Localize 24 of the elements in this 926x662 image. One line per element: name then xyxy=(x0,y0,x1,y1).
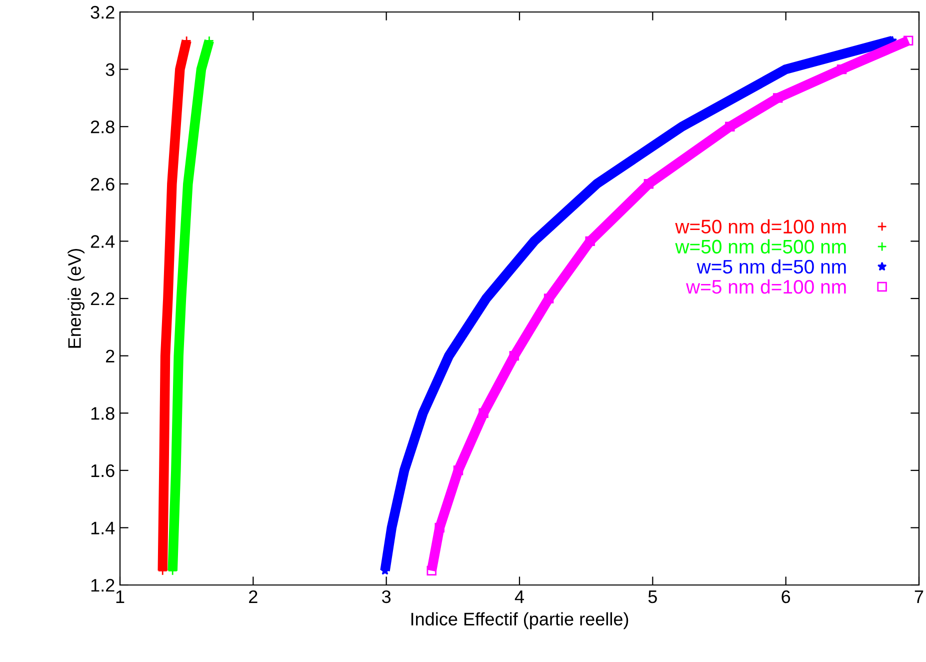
y-axis-title: Energie (eV) xyxy=(68,248,84,348)
x-tick-label: 2 xyxy=(249,590,258,603)
x-tick-label: 4 xyxy=(514,590,524,603)
y-tick-label: 2.8 xyxy=(90,120,114,134)
legend-label: w=5 nm d=50 nm xyxy=(696,259,846,274)
legend-label: w=5 nm d=100 nm xyxy=(686,279,846,294)
y-tick-label: 1.4 xyxy=(91,522,115,534)
x-tick-label: 3 xyxy=(382,590,391,604)
y-tick-label: 2.4 xyxy=(90,235,115,248)
x-tick-label: 6 xyxy=(782,590,790,604)
x-tick-label: 1 xyxy=(116,590,124,603)
y-tick-label: 3.2 xyxy=(90,6,114,19)
y-tick-label: 2.6 xyxy=(90,178,114,191)
y-tick-label: 1.8 xyxy=(91,407,114,420)
y-tick-label: 1.2 xyxy=(91,578,114,592)
y-tick-label: 3 xyxy=(106,63,114,76)
y-tick-label: 1.6 xyxy=(91,464,114,478)
x-tick-label: 7 xyxy=(914,590,924,603)
x-axis-title: Indice Effectif (partie reelle) xyxy=(411,612,628,630)
legend-label: w=50 nm d=500 nm xyxy=(675,239,846,254)
y-tick-label: 2.2 xyxy=(90,292,114,306)
legend-label: w=50 nm d=100 nm xyxy=(675,219,846,234)
y-tick-label: 2 xyxy=(106,350,114,362)
x-tick-label: 5 xyxy=(648,590,657,604)
